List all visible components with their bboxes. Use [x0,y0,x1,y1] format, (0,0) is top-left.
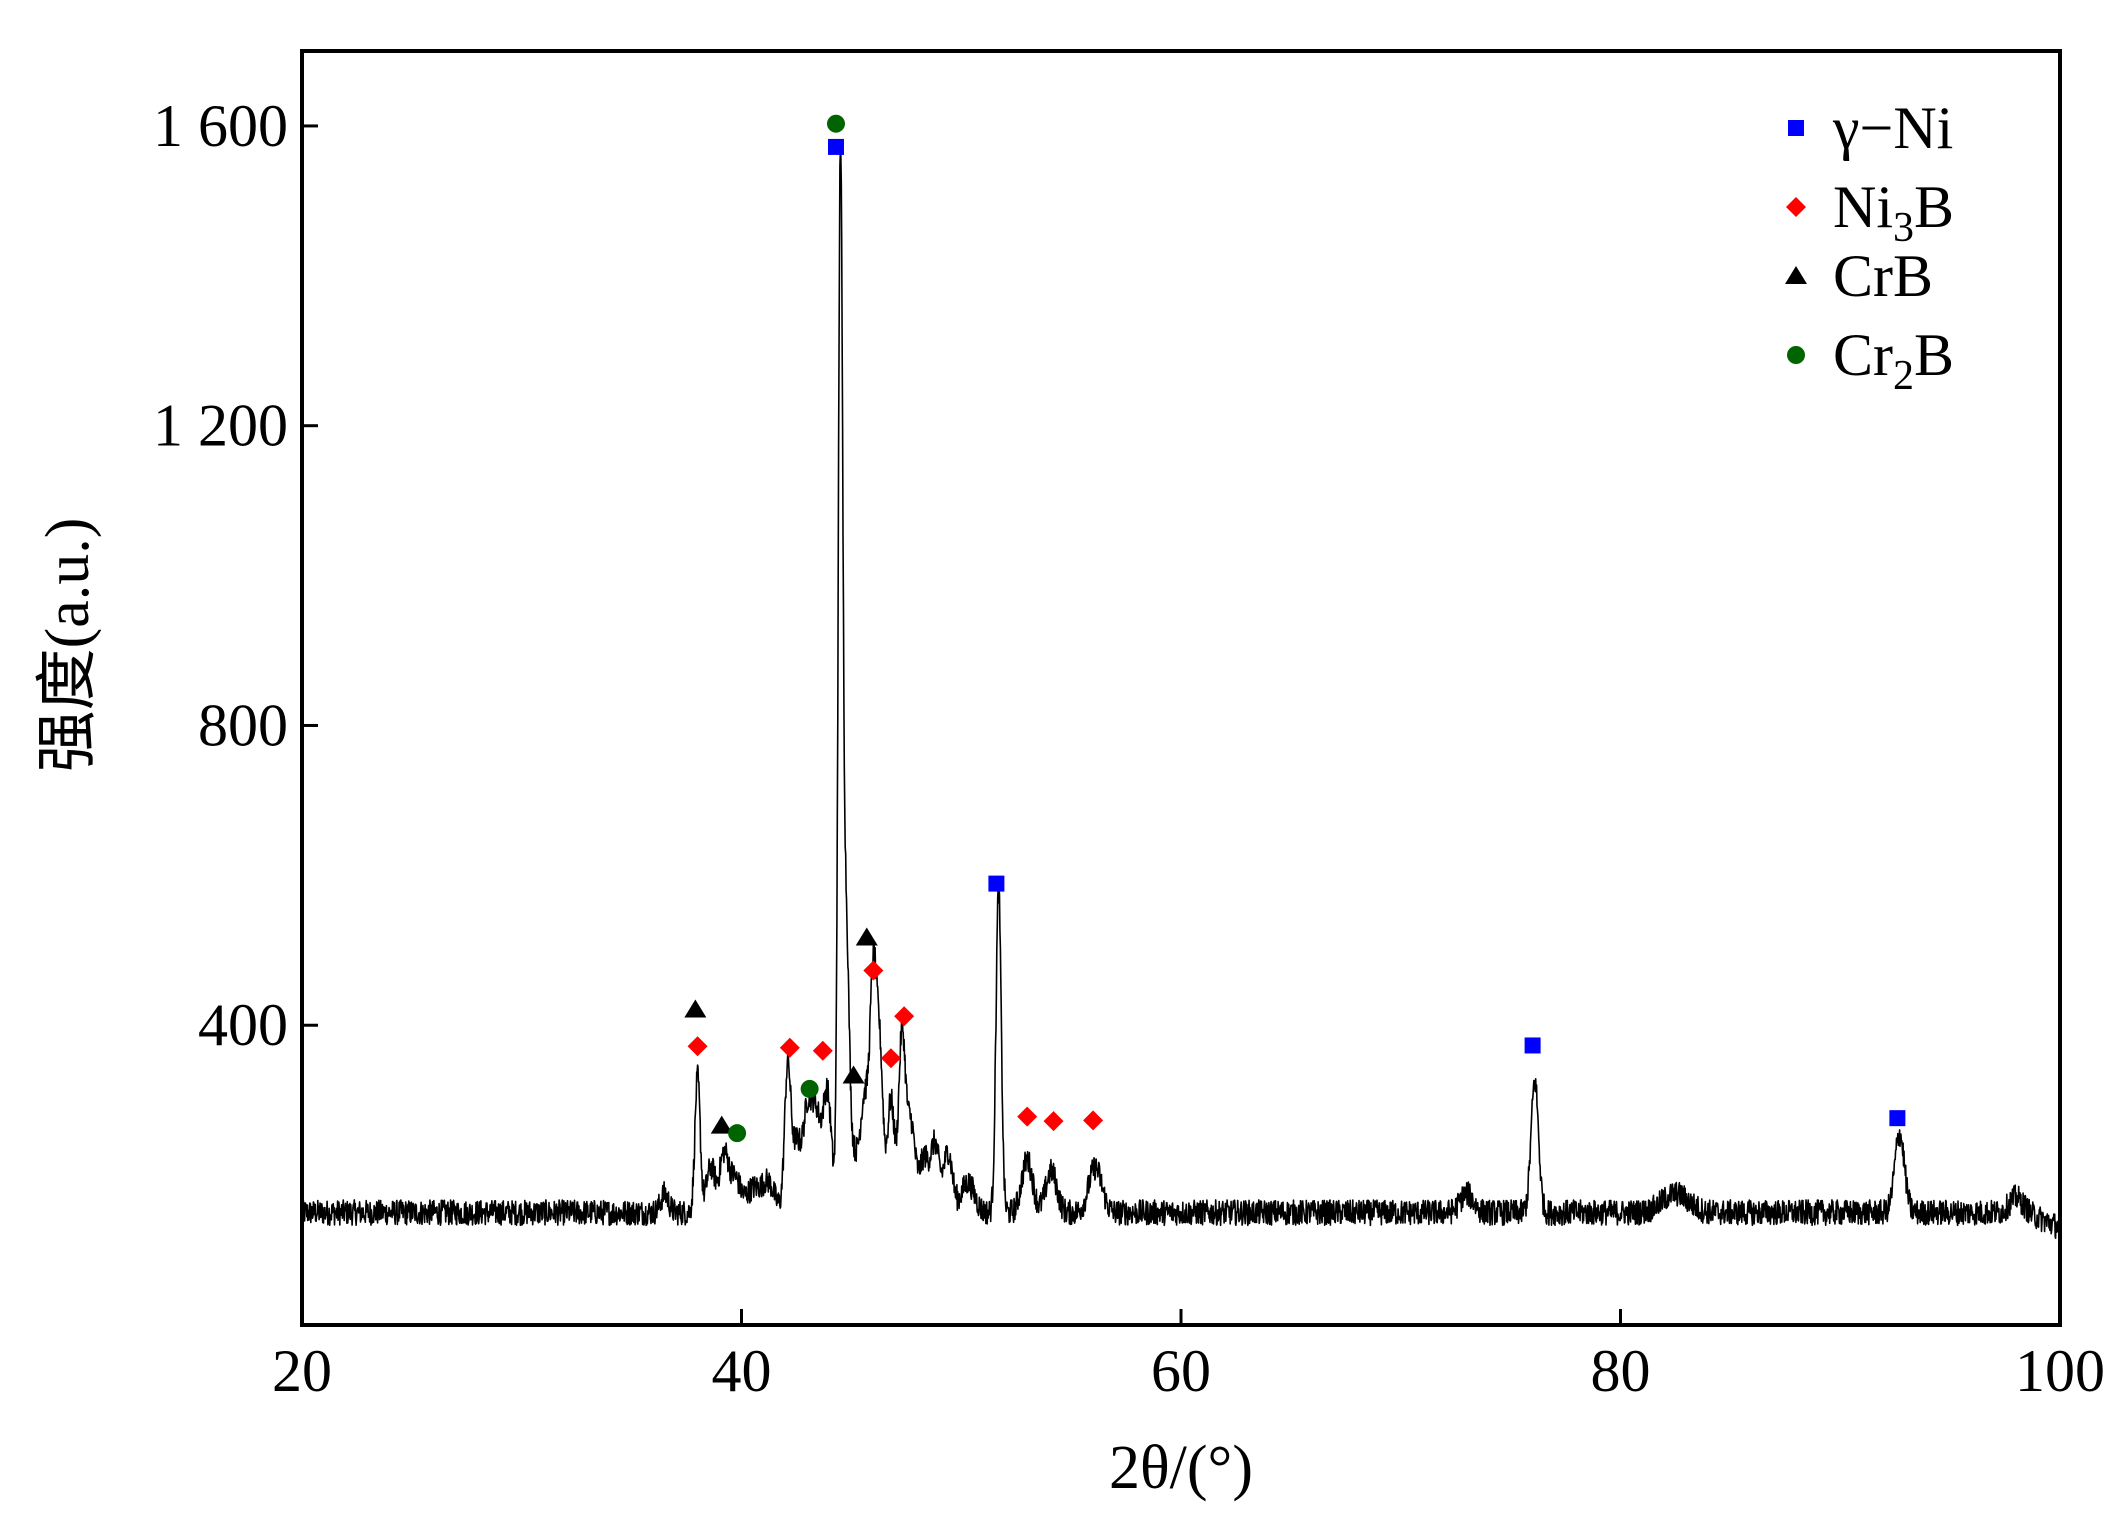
marker-cr2b [826,114,845,133]
legend-label: Ni3B [1833,174,1954,251]
marker-cr2b [728,1124,747,1143]
marker-ni3b [1043,1111,1064,1132]
x-tick-label: 40 [712,1338,772,1404]
x-tick-label: 80 [1591,1338,1651,1404]
x-tick-label: 60 [1151,1338,1211,1404]
marker-crb [842,1065,865,1084]
legend-item-cr2b: Cr2B [1787,322,1954,399]
marker-gamma-ni [827,138,844,155]
legend-label: Cr2B [1833,322,1954,399]
marker-crb [855,927,878,946]
legend-item-ni3b: Ni3B [1786,174,1954,251]
xrd-pattern-line [301,149,2061,1239]
marker-cr2b [800,1079,819,1098]
x-tick-label: 100 [2015,1338,2105,1404]
marker-crb [684,999,707,1018]
y-tick-label: 400 [198,992,288,1058]
legend-item-gamma-ni: γ−Ni [1788,95,1953,161]
marker-ni3b [779,1037,800,1058]
marker-crb [710,1115,733,1134]
legend-marker-gamma-ni [1788,120,1804,136]
axis-ticks: 20 40 60 80 100 400 800 1 200 1 600 [153,93,2105,1404]
marker-gamma-ni [1889,1110,1906,1127]
marker-ni3b [1083,1110,1104,1131]
marker-ni3b [863,960,884,981]
y-axis-title: 强度(a.u.) [34,518,102,773]
y-tick-label: 1 600 [153,93,288,159]
y-tick-label: 1 200 [153,393,288,459]
marker-ni3b [812,1040,833,1061]
legend-label: γ−Ni [1832,95,1953,161]
legend-marker-ni3b [1786,197,1806,217]
x-axis-title: 2θ/(°) [1109,1434,1253,1502]
y-tick-label: 800 [198,692,288,758]
phase-markers [684,114,1906,1143]
legend-marker-cr2b [1787,346,1805,364]
marker-ni3b [880,1048,901,1069]
marker-ni3b [687,1036,708,1057]
legend-label: CrB [1833,243,1933,309]
marker-ni3b [1017,1106,1038,1127]
marker-gamma-ni [988,875,1005,892]
legend-marker-crb [1785,266,1807,284]
legend-item-crb: CrB [1785,243,1933,309]
marker-ni3b [894,1006,915,1027]
x-tick-label: 20 [272,1338,332,1404]
marker-gamma-ni [1524,1037,1541,1054]
